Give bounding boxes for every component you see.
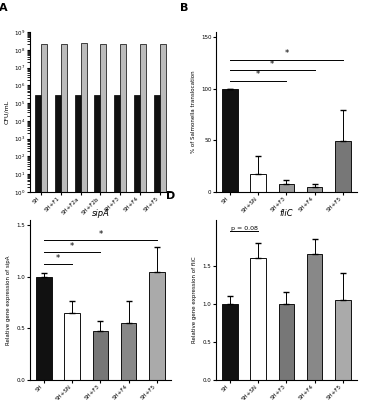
Bar bbox=[121, 323, 137, 380]
Bar bbox=[100, 44, 106, 400]
Bar bbox=[307, 187, 323, 192]
Bar bbox=[160, 44, 166, 400]
Bar bbox=[335, 142, 351, 192]
Bar bbox=[41, 44, 46, 400]
Title: sipA: sipA bbox=[92, 209, 109, 218]
Y-axis label: CFU/mL: CFU/mL bbox=[4, 100, 9, 124]
Bar bbox=[134, 95, 140, 400]
Bar bbox=[222, 89, 238, 192]
Title: fliC: fliC bbox=[280, 209, 293, 218]
Bar bbox=[74, 95, 80, 400]
Bar bbox=[93, 332, 108, 380]
Bar bbox=[250, 174, 266, 192]
Text: *: * bbox=[270, 60, 275, 69]
Bar bbox=[61, 44, 67, 400]
Bar bbox=[222, 304, 238, 380]
Text: B: B bbox=[180, 3, 189, 13]
Bar bbox=[250, 258, 266, 380]
Bar bbox=[154, 95, 160, 400]
Bar bbox=[36, 277, 52, 380]
Y-axis label: Relative gene expression of sipA: Relative gene expression of sipA bbox=[6, 255, 11, 345]
Bar bbox=[94, 95, 100, 400]
Text: *: * bbox=[284, 49, 289, 58]
Text: p = 0.08: p = 0.08 bbox=[231, 226, 257, 231]
Text: *: * bbox=[98, 230, 103, 238]
Text: *: * bbox=[56, 254, 60, 263]
Bar bbox=[140, 44, 146, 400]
Bar bbox=[55, 95, 61, 400]
Text: A: A bbox=[0, 3, 7, 13]
Bar bbox=[149, 272, 165, 380]
Bar bbox=[35, 95, 41, 400]
Text: *: * bbox=[70, 242, 74, 251]
Bar bbox=[80, 43, 87, 400]
Bar bbox=[121, 44, 126, 400]
Text: D: D bbox=[166, 191, 176, 201]
Bar bbox=[279, 304, 294, 380]
Y-axis label: % of Salmonella translocation: % of Salmonella translocation bbox=[190, 71, 196, 153]
Text: *: * bbox=[256, 70, 260, 79]
Bar bbox=[335, 300, 351, 380]
Y-axis label: Relative gene expression of fliC: Relative gene expression of fliC bbox=[192, 257, 197, 343]
Bar bbox=[64, 313, 80, 380]
Bar bbox=[279, 184, 294, 192]
Bar bbox=[307, 254, 323, 380]
Bar bbox=[114, 95, 121, 400]
